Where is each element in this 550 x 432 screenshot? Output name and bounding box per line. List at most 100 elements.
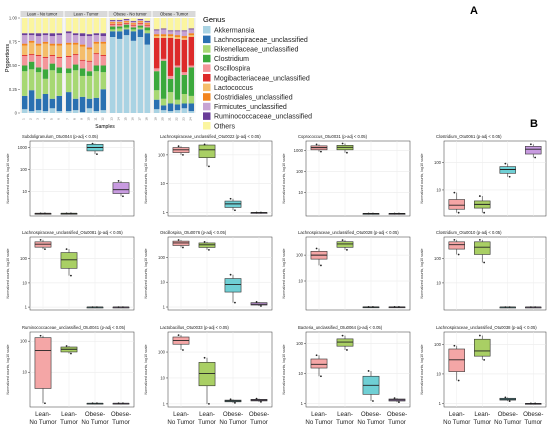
bar-segment-lactococcus bbox=[42, 43, 49, 57]
bar-segment-lactococcus bbox=[160, 36, 167, 38]
bar-segment-others bbox=[116, 18, 123, 20]
bar-segment-akkermansia bbox=[188, 111, 194, 113]
x-tick-label: 24 bbox=[188, 117, 192, 121]
bar-segment-others bbox=[35, 18, 42, 34]
x-tick-label: 22 bbox=[174, 117, 178, 121]
box-plot-title: Lachnospiraceae_unclassified_Otu0081 (p-… bbox=[22, 230, 123, 235]
y-tick-label: 100 bbox=[296, 341, 304, 346]
box-plot-title: Lachnospiraceae_unclassified_Otu0022 (p-… bbox=[160, 134, 261, 139]
box bbox=[448, 241, 465, 250]
box-plot-title: Clostridium_Otu0010 (p-adj < 0.05) bbox=[436, 230, 502, 235]
panel-b: B Subdoligranulum_Otu0044 (p-adj < 0.05)… bbox=[6, 118, 547, 426]
group-strip-label-lean-no-tumor: Lean - No tumor bbox=[27, 12, 58, 17]
bar-segment-ruminococcaceae-unclassified bbox=[66, 31, 72, 34]
bar-segment-oscillospira bbox=[167, 75, 174, 79]
data-point bbox=[346, 151, 348, 154]
bar-segment-oscillospira bbox=[144, 25, 150, 28]
bar-segment-firmicutes-unclassified bbox=[160, 29, 167, 35]
legend-label-akkermansia: Akkermansia bbox=[214, 27, 255, 34]
bar-segment-clostridiales-unclassified bbox=[56, 43, 62, 46]
bar-segment-clostridiales-unclassified bbox=[154, 34, 160, 37]
bar-segment-firmicutes-unclassified bbox=[22, 35, 28, 44]
legend-swatch-clostridiales-unclassified bbox=[203, 93, 211, 101]
group-strip-label-obese-tumor: Obese - Tumor bbox=[160, 12, 189, 17]
legend-swatch-akkermansia bbox=[203, 26, 211, 34]
bar-segment-clostridiales-unclassified bbox=[35, 43, 42, 46]
data-point bbox=[534, 306, 537, 308]
box bbox=[198, 144, 216, 158]
bar-segment-oscillospira bbox=[86, 61, 93, 72]
data-point bbox=[91, 402, 94, 405]
x-tick-label: 8 bbox=[73, 118, 77, 120]
bar-segment-lachnospiraceae-unclassified bbox=[144, 33, 150, 45]
box-plot-grid: Subdoligranulum_Otu0044 (p-adj < 0.05) No… bbox=[6, 134, 547, 426]
y-tick-label: 100 bbox=[20, 339, 28, 344]
legend-swatch-oscillospira bbox=[203, 64, 211, 72]
data-point bbox=[229, 398, 232, 401]
legend-label-clostridium: Clostridium bbox=[214, 56, 249, 63]
bar-segment-clostridiales-unclassified bbox=[42, 41, 49, 44]
x-group-label: Lean- bbox=[337, 411, 353, 418]
bar-segment-oscillospira bbox=[100, 56, 106, 66]
bar-segment-mogibacteriaceae-unclassified bbox=[167, 37, 174, 76]
data-point bbox=[315, 354, 318, 357]
x-tick-label: 5 bbox=[49, 118, 53, 120]
bar-segment-akkermansia bbox=[110, 37, 116, 113]
bar-segment-lachnospiraceae-unclassified bbox=[35, 98, 42, 111]
bar-segment-firmicutes-unclassified bbox=[174, 31, 181, 36]
data-point bbox=[70, 274, 72, 277]
y-tick-label: 1 bbox=[301, 401, 304, 406]
bar-segment-clostridium bbox=[110, 26, 116, 30]
box bbox=[34, 337, 52, 389]
bar-segment-clostridium bbox=[130, 27, 137, 30]
bar-segment-oscillospira bbox=[116, 24, 123, 27]
x-group-label: Obese- bbox=[223, 411, 243, 418]
legend-label-clostridiales-unclassified: Clostridiales_unclassified bbox=[214, 95, 293, 102]
bar-segment-rikenellaceae-unclassified bbox=[144, 30, 150, 34]
bar-segment-others bbox=[167, 18, 174, 31]
bar-segment-lactococcus bbox=[72, 44, 79, 55]
bar-segment-firmicutes-unclassified bbox=[110, 20, 116, 22]
y-tick-label: 1 bbox=[163, 401, 166, 406]
y-tick-label: 100 bbox=[158, 255, 166, 260]
bar-segment-mogibacteriaceae-unclassified bbox=[93, 53, 100, 55]
bar-segment-lachnospiraceae-unclassified bbox=[49, 98, 56, 109]
data-point bbox=[44, 402, 46, 405]
bar-segment-lactococcus bbox=[100, 43, 106, 56]
box-plot-oscillospira-otu0076-p-adj-0-05: Oscillospira_Otu0076 (p-adj < 0.05) Norma… bbox=[144, 230, 273, 311]
bar-segment-firmicutes-unclassified bbox=[130, 21, 137, 23]
bar-segment-akkermansia bbox=[66, 111, 72, 113]
bar-segment-akkermansia bbox=[79, 112, 86, 113]
bar-segment-clostridium bbox=[154, 71, 160, 91]
bar-segment-others bbox=[86, 18, 93, 35]
bar-segment-oscillospira bbox=[28, 55, 35, 62]
box bbox=[525, 146, 542, 155]
y-tick-label: 0.25 bbox=[9, 87, 18, 92]
box bbox=[336, 241, 354, 248]
x-group-label: Tumor bbox=[524, 419, 542, 426]
bar-segment-others bbox=[22, 18, 28, 34]
bar-segment-clostridium bbox=[66, 68, 72, 74]
y-tick-label: 100 bbox=[434, 342, 442, 347]
bar-segment-clostridiales-unclassified bbox=[86, 47, 93, 50]
y-tick-label: 10 bbox=[22, 189, 27, 194]
bar-segment-clostridiales-unclassified bbox=[72, 42, 79, 45]
bar-segment-rikenellaceae-unclassified bbox=[174, 99, 181, 105]
data-point bbox=[508, 306, 511, 308]
x-tick-label: 14 bbox=[117, 117, 121, 121]
y-tick-label: 100 bbox=[296, 253, 304, 258]
legend-title: Genus bbox=[203, 15, 225, 24]
data-point bbox=[96, 402, 98, 405]
bar-segment-mogibacteriaceae-unclassified bbox=[116, 23, 123, 25]
box-plot-ylabel: Normalized counts, log10 scale bbox=[282, 345, 286, 395]
box bbox=[60, 252, 78, 269]
bar-segment-akkermansia bbox=[160, 110, 167, 113]
x-group-label: Tumor bbox=[112, 419, 130, 426]
data-point bbox=[203, 356, 206, 359]
bar-segment-rikenellaceae-unclassified bbox=[56, 73, 62, 96]
bar-segment-mogibacteriaceae-unclassified bbox=[188, 37, 194, 66]
bar-segment-rikenellaceae-unclassified bbox=[154, 90, 160, 100]
bar-segment-rikenellaceae-unclassified bbox=[181, 94, 188, 104]
data-point bbox=[504, 396, 507, 399]
legend-label-rikenellaceae-unclassified: Rikenellaceae_unclassified bbox=[214, 47, 299, 54]
